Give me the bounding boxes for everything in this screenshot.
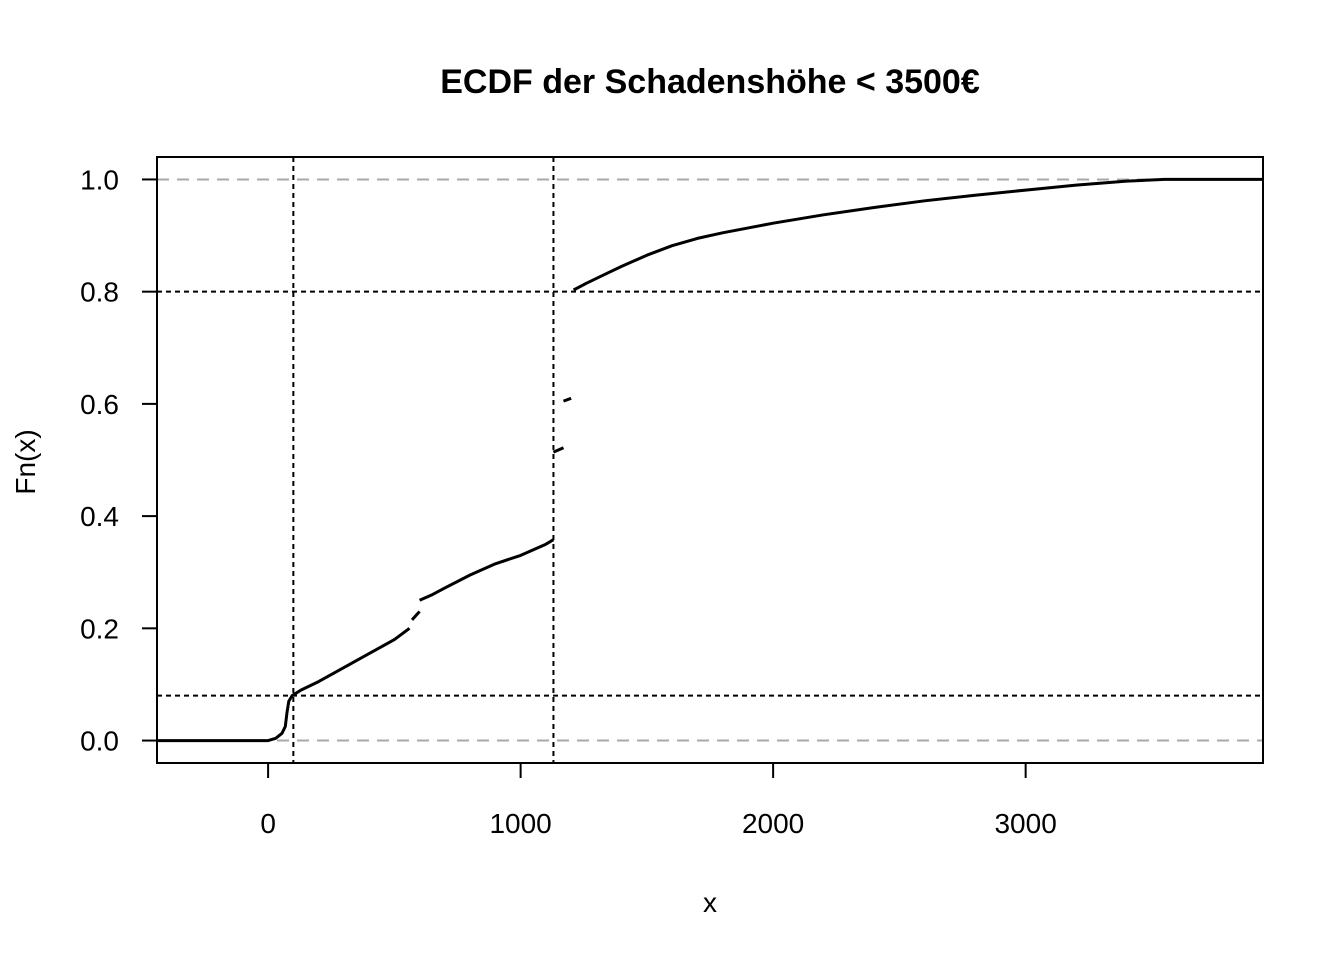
- y-tick-label: 0.8: [80, 277, 119, 308]
- y-tick-label: 0.0: [80, 726, 119, 757]
- ecdf-segment: [157, 627, 411, 743]
- ecdf-segment: [572, 177, 1263, 292]
- x-tick-label: 2000: [742, 808, 804, 839]
- y-tick-label: 1.0: [80, 164, 119, 195]
- ecdf-segment: [552, 446, 565, 454]
- x-tick-label: 3000: [994, 808, 1056, 839]
- y-axis: 0.0 0.2 0.4 0.6 0.8 1.0: [80, 164, 158, 757]
- ecdf-segment: [418, 538, 555, 602]
- x-axis-label: x: [703, 887, 717, 918]
- chart-title: ECDF der Schadenshöhe < 3500€: [440, 63, 980, 101]
- x-axis: 0 1000 2000 3000: [260, 762, 1057, 839]
- x-tick-label: 1000: [489, 808, 551, 839]
- ecdf-series: [157, 177, 1263, 743]
- reference-lines: [157, 157, 1263, 763]
- y-tick-label: 0.4: [80, 501, 119, 532]
- ecdf-segment: [410, 610, 421, 621]
- y-axis-label: Fn(x): [10, 429, 41, 494]
- y-tick-label: 0.6: [80, 389, 119, 420]
- plot-frame: [156, 156, 1264, 764]
- y-tick-label: 0.2: [80, 613, 119, 644]
- x-tick-label: 0: [260, 808, 276, 839]
- ecdf-segment: [562, 396, 572, 403]
